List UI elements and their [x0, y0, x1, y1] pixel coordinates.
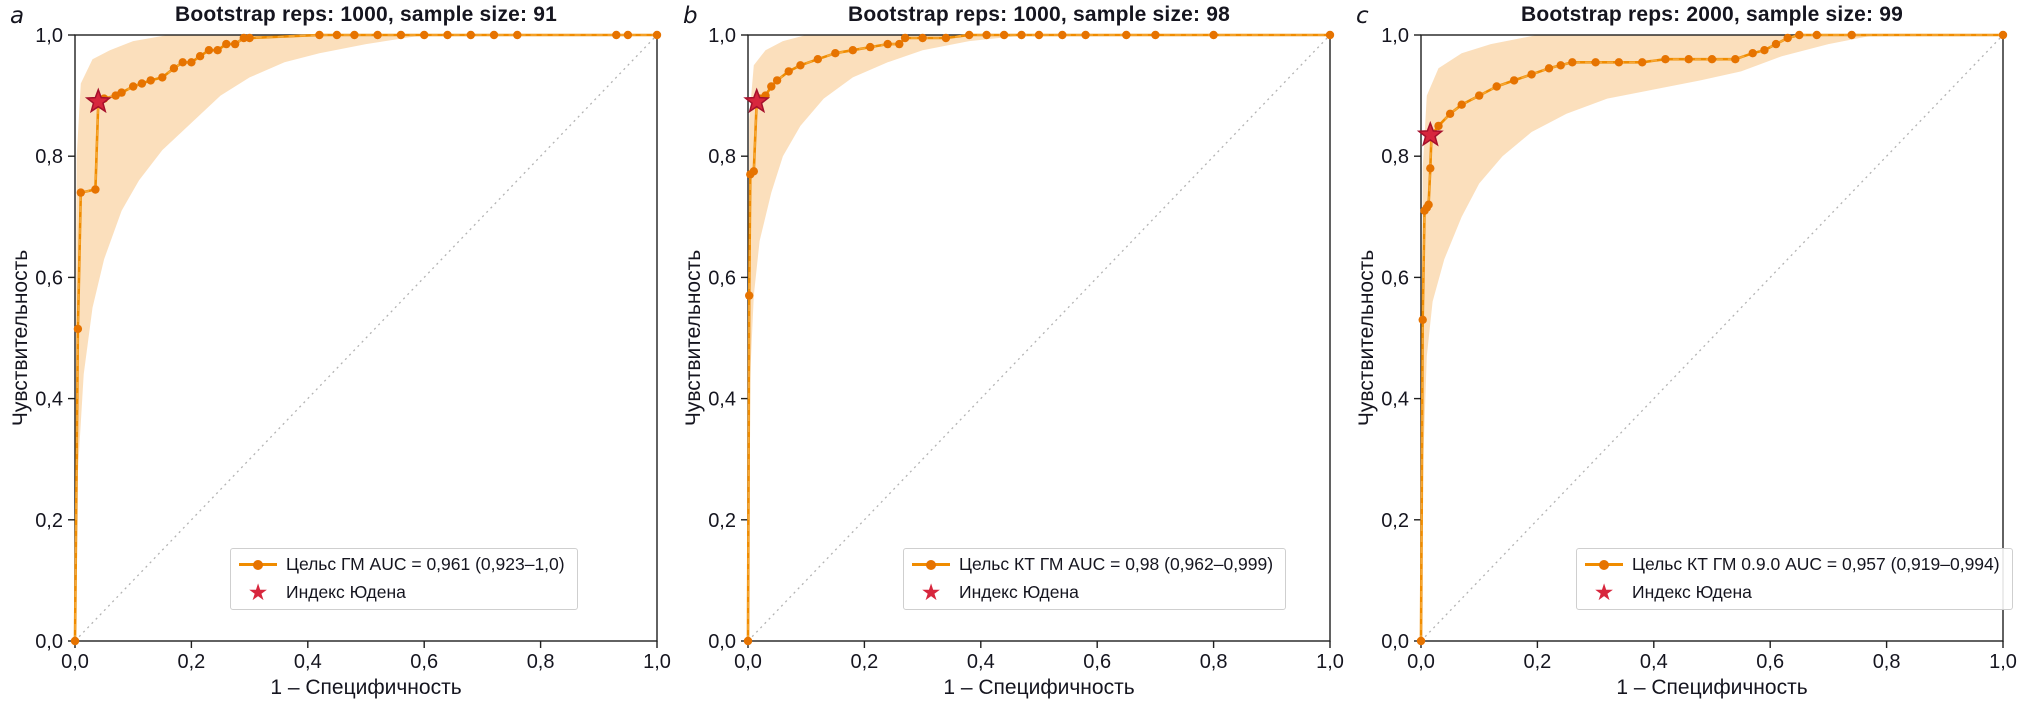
chart-title: Bootstrap reps: 1000, sample size: 98: [847, 3, 1231, 26]
panel-letter: b: [683, 3, 698, 29]
x-axis-label: 1 – Специфичность: [1616, 676, 1808, 699]
svg-text:0,6: 0,6: [1083, 651, 1111, 673]
svg-text:0,0: 0,0: [61, 651, 89, 673]
svg-text:1,0: 1,0: [1381, 25, 1409, 47]
legend-series-label: Цельс КТ ГМ 0.9.0 AUC = 0,957 (0,919–0,9…: [1632, 554, 2000, 574]
svg-text:0,4: 0,4: [708, 389, 736, 411]
svg-text:0,8: 0,8: [1381, 146, 1409, 168]
svg-text:0,0: 0,0: [1407, 651, 1435, 673]
svg-text:0,4: 0,4: [35, 389, 63, 411]
svg-text:0,0: 0,0: [35, 631, 63, 653]
roc-line-marker-icon: [912, 556, 950, 574]
legend-series-row: Цельс КТ ГМ AUC = 0,98 (0,962–0,999): [912, 554, 1273, 575]
svg-text:0,0: 0,0: [734, 651, 762, 673]
svg-text:0,0: 0,0: [708, 631, 736, 653]
roc-plot: 0,00,0 0,2 0,2 0,4 0,4 0,6 0,6 0,8 0,8 1,0 1,0: [708, 25, 1344, 673]
roc-line-marker-icon: [239, 556, 277, 574]
svg-text:0,8: 0,8: [1873, 651, 1901, 673]
youden-star-icon: ★: [1593, 579, 1615, 605]
svg-text:0,0: 0,0: [1381, 631, 1409, 653]
svg-text:0,2: 0,2: [177, 651, 205, 673]
roc-line-marker-icon: [1585, 556, 1623, 574]
panel-letter: c: [1356, 3, 1369, 29]
legend-youden-label: Индекс Юдена: [959, 582, 1079, 602]
chart-title: Bootstrap reps: 1000, sample size: 91: [174, 3, 558, 26]
roc-panel-b: b Bootstrap reps: 1000, sample size: 98 …: [673, 0, 1346, 705]
svg-text:0,2: 0,2: [708, 510, 736, 532]
youden-star-icon: ★: [920, 579, 942, 605]
svg-text:0,8: 0,8: [35, 146, 63, 168]
svg-text:0,2: 0,2: [1381, 510, 1409, 532]
svg-text:0,4: 0,4: [1640, 651, 1668, 673]
svg-text:0,2: 0,2: [35, 510, 63, 532]
svg-text:0,6: 0,6: [1756, 651, 1784, 673]
svg-text:1,0: 1,0: [643, 651, 671, 673]
svg-text:0,4: 0,4: [294, 651, 322, 673]
legend: Цельс КТ ГМ 0.9.0 AUC = 0,957 (0,919–0,9…: [1576, 548, 2013, 610]
legend-youden-label: Индекс Юдена: [1632, 582, 1752, 602]
legend-series-label: Цельс КТ ГМ AUC = 0,98 (0,962–0,999): [959, 554, 1274, 574]
svg-text:0,6: 0,6: [410, 651, 438, 673]
svg-text:0,4: 0,4: [1381, 389, 1409, 411]
legend-series-label: Цельс ГМ AUC = 0,961 (0,923–1,0): [286, 554, 565, 574]
svg-text:0,6: 0,6: [35, 267, 63, 289]
legend-youden-row: ★ Индекс Юдена: [912, 579, 1273, 605]
svg-text:1,0: 1,0: [1989, 651, 2017, 673]
roc-panel-a: a Bootstrap reps: 1000, sample size: 91 …: [0, 0, 673, 705]
legend-youden-label: Индекс Юдена: [286, 582, 406, 602]
y-axis-label: Чувствительность: [1355, 249, 1378, 427]
svg-text:1,0: 1,0: [1316, 651, 1344, 673]
y-axis-label: Чувствительность: [682, 249, 705, 427]
panel-letter: a: [10, 3, 25, 29]
chart-title: Bootstrap reps: 2000, sample size: 99: [1520, 3, 1904, 26]
legend: Цельс КТ ГМ AUC = 0,98 (0,962–0,999) ★ И…: [903, 548, 1287, 610]
svg-text:0,6: 0,6: [1381, 267, 1409, 289]
svg-text:0,8: 0,8: [708, 146, 736, 168]
svg-text:1,0: 1,0: [708, 25, 736, 47]
svg-text:0,2: 0,2: [850, 651, 878, 673]
legend-series-row: Цельс КТ ГМ 0.9.0 AUC = 0,957 (0,919–0,9…: [1585, 554, 2000, 575]
svg-text:0,8: 0,8: [1200, 651, 1228, 673]
svg-text:0,2: 0,2: [1523, 651, 1551, 673]
svg-text:0,8: 0,8: [527, 651, 555, 673]
roc-plot: 0,00,0 0,2 0,2 0,4 0,4 0,6 0,6 0,8 0,8 1,0 1,0: [1381, 25, 2017, 673]
roc-plot: 0,00,0 0,2 0,2 0,4 0,4 0,6 0,6 0,8 0,8 1,0 1,0: [35, 25, 671, 673]
svg-text:0,4: 0,4: [967, 651, 995, 673]
y-axis-label: Чувствительность: [9, 249, 32, 427]
legend-youden-row: ★ Индекс Юдена: [1585, 579, 2000, 605]
legend-youden-row: ★ Индекс Юдена: [239, 579, 565, 605]
svg-text:1,0: 1,0: [35, 25, 63, 47]
legend-series-row: Цельс ГМ AUC = 0,961 (0,923–1,0): [239, 554, 565, 575]
x-axis-label: 1 – Специфичность: [270, 676, 462, 699]
svg-text:0,6: 0,6: [708, 267, 736, 289]
youden-star-icon: ★: [247, 579, 269, 605]
x-axis-label: 1 – Специфичность: [943, 676, 1135, 699]
roc-panel-c: c Bootstrap reps: 2000, sample size: 99 …: [1346, 0, 2019, 705]
legend: Цельс ГМ AUC = 0,961 (0,923–1,0) ★ Индек…: [230, 548, 578, 610]
